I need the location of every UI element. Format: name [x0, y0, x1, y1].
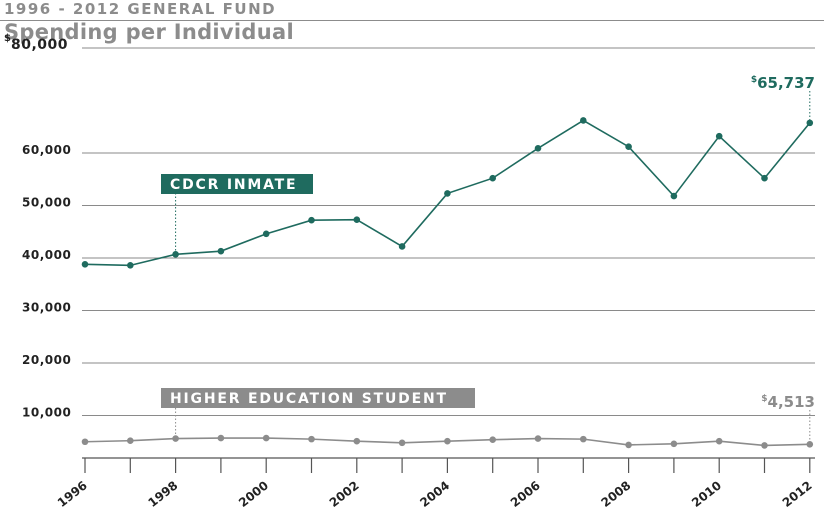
data-point	[262, 230, 270, 238]
data-point	[806, 119, 814, 127]
x-tick-label: 2006	[508, 478, 543, 509]
data-point	[81, 438, 89, 446]
data-point	[444, 190, 451, 197]
chart-title: Spending per Individual	[4, 20, 294, 44]
x-tick-label: 2004	[417, 478, 452, 509]
inmate-end-value-label-currency: $	[751, 75, 757, 85]
data-point	[308, 216, 315, 224]
data-point	[217, 434, 225, 442]
x-tick-label: 2002	[327, 478, 362, 509]
data-point	[625, 441, 632, 449]
y-tick-label: 50,000	[22, 196, 71, 210]
header-rule	[0, 20, 824, 21]
data-point	[489, 174, 497, 182]
data-point	[81, 261, 89, 268]
data-point	[806, 441, 814, 448]
data-point	[670, 440, 678, 448]
chart-kicker: 1996 - 2012 GENERAL FUND	[4, 0, 277, 18]
data-point	[172, 435, 179, 442]
data-point	[172, 251, 179, 258]
data-point	[353, 437, 361, 445]
data-point	[127, 262, 134, 269]
student-series-label: HIGHER EDUCATION STUDENT	[170, 391, 448, 407]
data-point	[761, 442, 768, 449]
inmate-end-value-label: $65,737	[751, 74, 815, 92]
x-tick-label: 1998	[146, 478, 181, 509]
x-tick-label: 2000	[236, 478, 271, 509]
data-point	[761, 174, 768, 182]
data-point	[262, 434, 270, 442]
data-point	[489, 436, 497, 443]
data-point	[715, 437, 723, 445]
inmate-series-label: CDCR INMATE	[170, 177, 297, 193]
data-point	[217, 247, 225, 255]
data-point	[625, 143, 632, 150]
data-point	[444, 437, 451, 445]
data-point	[353, 216, 361, 223]
data-point	[308, 435, 315, 443]
y-tick-label: 20,000	[22, 353, 71, 367]
y-tick-label: 60,000	[22, 143, 71, 157]
data-point	[127, 437, 134, 445]
student-end-value-label: $4,513	[761, 393, 815, 411]
y-tick-label: 40,000	[22, 248, 71, 262]
inmate-label-box	[161, 174, 313, 194]
x-tick-label: 2010	[689, 478, 724, 509]
data-point	[670, 192, 678, 200]
x-tick-label: 1996	[55, 478, 90, 509]
y-axis-currency-symbol: $	[4, 33, 11, 44]
inmate-end-value-label-value: 65,737	[757, 74, 815, 92]
x-tick-label: 2008	[599, 478, 634, 509]
student-label-box	[161, 388, 475, 408]
data-point	[398, 243, 406, 250]
data-point	[398, 439, 406, 447]
y-tick-label: 30,000	[22, 301, 71, 315]
data-point	[534, 435, 542, 442]
data-point	[715, 132, 723, 140]
data-point	[580, 435, 587, 443]
student-end-value-label-currency: $	[761, 394, 767, 404]
y-tick-label: 10,000	[22, 406, 71, 420]
y-tick-label: 80,000	[11, 37, 68, 53]
x-tick-label: 2012	[780, 478, 815, 509]
data-point	[534, 144, 542, 152]
student-end-value-label-value: 4,513	[768, 393, 815, 411]
data-point	[580, 117, 587, 124]
